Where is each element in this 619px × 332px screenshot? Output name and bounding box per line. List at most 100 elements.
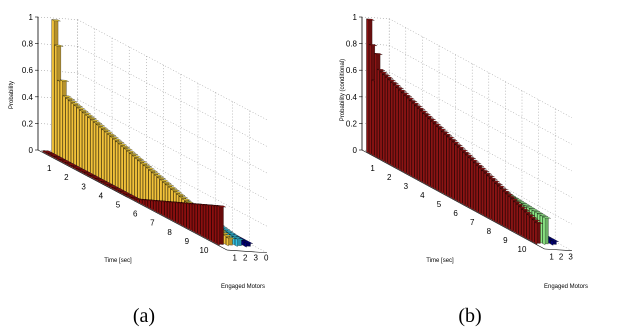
bar-motors-0 [244, 241, 253, 248]
bar-top-face [51, 19, 61, 22]
bar-front-face [118, 143, 121, 190]
bar-front-face [377, 68, 380, 160]
bar-top-face [143, 165, 152, 167]
bar-front-face [189, 203, 192, 231]
bar-top-face [403, 94, 412, 97]
bar-top-face [111, 187, 121, 189]
bar-top-face [433, 123, 442, 126]
bar-front-face [62, 95, 66, 160]
grid [37, 16, 267, 254]
bar-front-face [120, 145, 124, 191]
bar-front-face [459, 149, 463, 205]
bar-front-face [126, 150, 130, 194]
time-tick-label: 9 [185, 237, 190, 246]
bar-motors-2 [542, 216, 551, 246]
bar-front-face [529, 216, 532, 242]
bar-front-face [205, 204, 209, 240]
bar-top-face [398, 89, 407, 92]
bar-front-face [54, 44, 58, 156]
bar-front-face [95, 124, 99, 178]
bar-front-face [371, 79, 375, 157]
bar-motors-3 [98, 179, 107, 183]
bar-front-face [145, 167, 149, 204]
bar-motors-3 [125, 194, 135, 198]
bar-front-face [387, 79, 391, 165]
bar-front-face [516, 203, 519, 235]
bar-front-face [186, 202, 190, 230]
bar-top-face [109, 136, 119, 139]
bar-top-face [181, 198, 191, 201]
bar-front-face [169, 201, 173, 221]
prob-tick-label: 0.6 [346, 66, 358, 75]
bar-top-face [414, 105, 423, 108]
bar-front-face [507, 195, 511, 231]
bar-front-face [486, 175, 490, 219]
bar-front-face [457, 146, 460, 203]
bar-front-face [446, 136, 450, 197]
bar-front-face [57, 79, 60, 157]
bar-front-face [483, 172, 487, 218]
bar-top-face [366, 18, 375, 21]
bar-top-face [62, 95, 72, 98]
bar-top-face [134, 157, 144, 160]
bar-motors-1 [550, 239, 559, 246]
time-tick-label: 2 [64, 173, 69, 182]
bar-top-face [390, 81, 399, 84]
bar-top-face [140, 162, 150, 165]
bar-top-face [51, 154, 60, 157]
time-tick-label: 10 [518, 245, 527, 254]
bar-top-face [71, 102, 80, 105]
bar-top-face [159, 179, 169, 182]
bar-front-face [65, 97, 69, 162]
bar-top-face [459, 149, 468, 152]
bar-front-face [526, 214, 530, 241]
bar-front-face [494, 182, 498, 223]
bar-top-face [529, 208, 538, 211]
bar-top-face [438, 128, 447, 131]
bar-front-face [374, 53, 377, 158]
bar-front-face [147, 199, 151, 210]
prob-tick-label: 0 [29, 146, 34, 155]
time-tick-label: 5 [437, 200, 442, 209]
bar-front-face [524, 211, 527, 239]
bar-top-face [170, 189, 180, 191]
bar-front-face [425, 115, 428, 186]
bar-top-face [62, 160, 71, 163]
bar-front-face [443, 133, 447, 196]
bar-top-face [481, 170, 490, 172]
bar-top-face [217, 205, 226, 208]
bar-front-face [422, 112, 426, 184]
bar-top-face [100, 181, 110, 184]
time-tick-label: 9 [503, 236, 508, 245]
time-tick-label: 3 [81, 182, 86, 191]
bar-top-face [101, 129, 111, 131]
bar-top-face [68, 100, 78, 103]
bar-top-face [377, 69, 386, 71]
bar-front-face [505, 193, 508, 229]
bar-front-face [192, 203, 195, 233]
bar-top-face [542, 216, 551, 219]
time-tick-label: 1 [47, 164, 52, 173]
bar-front-face [137, 160, 141, 200]
bar-top-face [550, 240, 559, 242]
time-tick-label: 10 [200, 246, 209, 255]
bar-top-face [173, 191, 183, 194]
motor-axis-line [227, 249, 267, 254]
bar-top-face [156, 177, 166, 179]
bar-front-face [441, 131, 444, 194]
bar-top-face [425, 115, 434, 118]
motor-tick-label: 3 [253, 254, 258, 263]
motor-tick-label: 1 [549, 252, 554, 261]
bar-top-face [478, 167, 487, 170]
bar-top-face [162, 181, 172, 184]
bar-front-face [382, 74, 385, 163]
bar-top-face [540, 215, 549, 217]
bar-top-face [232, 236, 242, 239]
bar-top-face [90, 119, 100, 122]
time-tick-label: 4 [420, 191, 425, 200]
bar-motors-3 [122, 192, 132, 196]
bar-top-face [401, 92, 410, 95]
bar-front-face [129, 152, 132, 195]
bar-top-face [64, 162, 74, 165]
bar-top-face [179, 196, 188, 199]
